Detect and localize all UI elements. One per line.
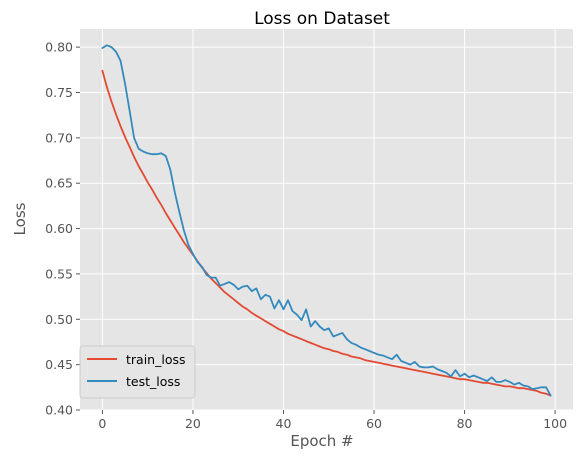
legend-label-train-loss: train_loss xyxy=(126,352,186,367)
x-tick-labels: 0 20 40 60 80 100 xyxy=(98,410,567,431)
x-tick-label: 100 xyxy=(543,416,567,431)
y-tick-label: 0.80 xyxy=(45,40,73,55)
y-tick-label: 0.50 xyxy=(45,312,73,327)
series-line-train-loss xyxy=(101,69,552,397)
x-tick-label: 0 xyxy=(98,416,106,431)
y-tick-label: 0.75 xyxy=(45,85,73,100)
x-tick-label: 80 xyxy=(457,416,473,431)
series-line-test-loss xyxy=(101,44,552,397)
legend-label-test-loss: test_loss xyxy=(126,374,180,389)
y-tick-label: 0.65 xyxy=(45,176,73,191)
series-lines xyxy=(101,44,552,397)
y-tick-label: 0.45 xyxy=(45,357,73,372)
y-tick-label: 0.70 xyxy=(45,130,73,145)
x-tick-label: 20 xyxy=(185,416,201,431)
legend: train_loss test_loss xyxy=(79,345,196,399)
x-axis-label: Epoch # xyxy=(290,432,353,450)
x-tick-label: 40 xyxy=(276,416,292,431)
y-tick-labels: 0.40 0.45 0.50 0.55 0.60 0.65 0.70 0.75 0.80 xyxy=(45,40,80,418)
y-tick-label: 0.60 xyxy=(45,221,73,236)
y-tick-label: 0.40 xyxy=(45,403,73,418)
y-axis-label: Loss xyxy=(11,202,29,235)
y-tick-label: 0.55 xyxy=(45,266,73,281)
x-tick-label: 60 xyxy=(366,416,382,431)
chart-title: Loss on Dataset xyxy=(254,9,390,29)
